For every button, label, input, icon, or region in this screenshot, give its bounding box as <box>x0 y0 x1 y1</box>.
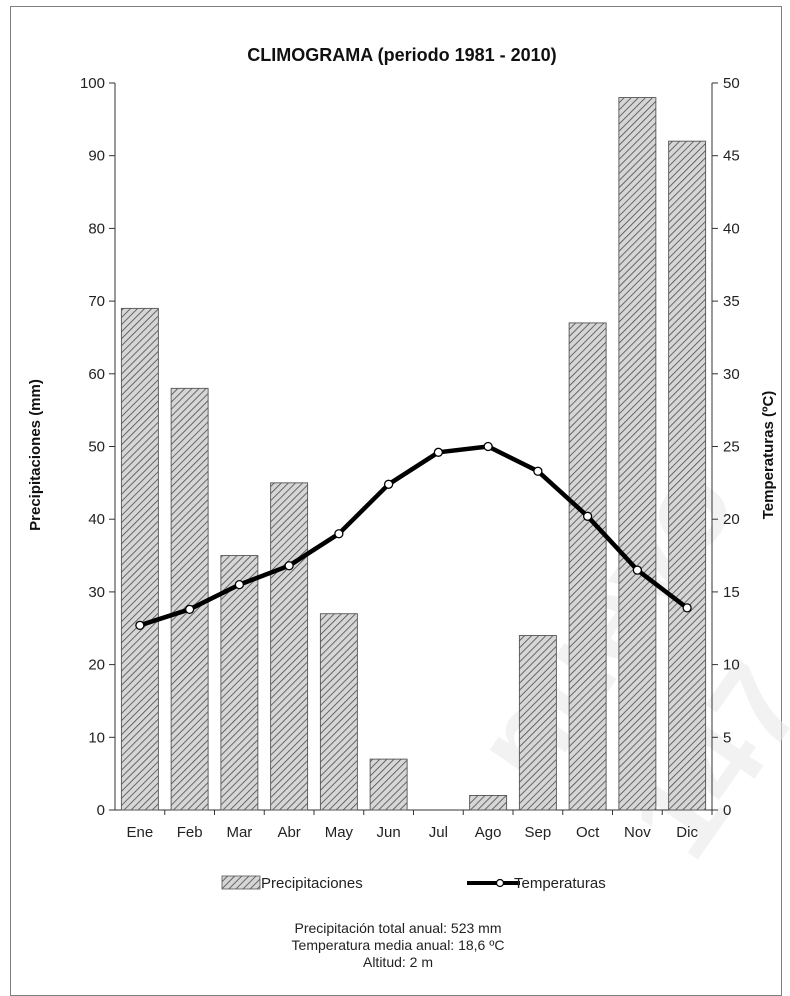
y-left-tick-label: 50 <box>88 439 105 456</box>
bar-precipitaciones-may <box>319 613 358 811</box>
x-tick-label: Ago <box>475 824 502 841</box>
x-tick-label: May <box>325 824 354 841</box>
stats-block: Precipitación total anual: 523 mm Temper… <box>292 920 505 970</box>
bar-precipitaciones-jun <box>369 758 408 811</box>
y-left-tick-label: 80 <box>88 220 105 237</box>
plot-area: 0 10 20 30 40 50 60 70 80 90 100 0 5 10 15 20 25 30 35 40 45… <box>80 75 740 841</box>
x-tick-label: Ene <box>127 824 154 841</box>
y-right-tick-label: 10 <box>723 657 740 674</box>
bar-precipitaciones-abr <box>270 482 309 811</box>
bar-precipitaciones-oct <box>568 322 607 811</box>
point-temperatura-dic <box>682 603 692 613</box>
y-right-tick-label: 20 <box>723 511 740 528</box>
bar-precipitaciones-nov <box>618 97 657 811</box>
y-axis-left-title: Precipitaciones (mm) <box>27 379 44 531</box>
legend-label-temperaturas: Temperaturas <box>514 875 606 892</box>
y-right-tick-label: 45 <box>723 148 740 165</box>
x-tick-label: Mar <box>226 824 252 841</box>
y-right-tick-label: 25 <box>723 439 740 456</box>
bar-precipitaciones-ago <box>469 795 508 811</box>
legend-marker-temperaturas <box>495 878 505 888</box>
y-right-tick-label: 0 <box>723 802 731 819</box>
legend-label-precipitaciones: Precipitaciones <box>261 875 363 892</box>
stat-altitud: Altitud: 2 m <box>363 954 433 970</box>
y-left-tick-label: 60 <box>88 366 105 383</box>
point-temperatura-feb <box>184 604 195 614</box>
x-tick-label: Jul <box>429 824 448 841</box>
bar-precipitaciones-ene <box>120 307 159 811</box>
legend-swatch-precipitaciones <box>221 875 261 890</box>
y-left-tick-label: 90 <box>88 148 105 165</box>
x-tick-label: Nov <box>624 824 651 841</box>
bar-precipitaciones-mar <box>220 555 259 811</box>
point-temperatura-jun <box>383 479 394 489</box>
y-right-tick-label: 5 <box>723 729 731 746</box>
y-left-tick-label: 10 <box>88 729 105 746</box>
y-left-tick-label: 30 <box>88 584 105 601</box>
x-tick-label: Sep <box>525 824 552 841</box>
bar-precipitaciones-sep <box>518 635 557 811</box>
line-temperaturas <box>139 444 689 628</box>
y-left-tick-label: 0 <box>97 802 105 819</box>
bar-precipitaciones-feb <box>170 387 209 811</box>
legend: Precipitaciones Temperaturas <box>221 875 606 892</box>
chart-title: CLIMOGRAMA (periodo 1981 - 2010) <box>247 45 556 65</box>
y-left-tick-label: 40 <box>88 511 105 528</box>
point-temperatura-may <box>334 529 344 539</box>
point-temperatura-ago <box>483 441 493 452</box>
x-tick-label: Abr <box>277 824 300 841</box>
stat-temperatura-media: Temperatura media anual: 18,6 ºC <box>292 937 505 953</box>
y-right-tick-label: 30 <box>723 366 740 383</box>
stat-precipitacion-total: Precipitación total anual: 523 mm <box>295 920 502 936</box>
x-tick-label: Jun <box>377 824 401 841</box>
point-temperatura-sep <box>533 466 543 476</box>
y-left-tick-label: 100 <box>80 75 105 92</box>
bar-precipitaciones-dic <box>668 140 707 811</box>
x-tick-label: Feb <box>177 824 203 841</box>
point-temperatura-oct <box>582 511 593 521</box>
point-temperatura-nov <box>632 565 643 575</box>
y-right-tick-label: 35 <box>723 293 740 310</box>
point-temperatura-mar <box>234 579 245 590</box>
y-right-tick-label: 15 <box>723 584 740 601</box>
y-axis-right-title: Temperaturas (ºC) <box>760 391 777 520</box>
y-right-tick-label: 40 <box>723 220 740 237</box>
y-left-tick-label: 70 <box>88 293 105 310</box>
x-tick-label: Dic <box>676 824 698 841</box>
y-right-tick-label: 50 <box>723 75 740 92</box>
point-temperatura-abr <box>284 561 294 571</box>
point-temperatura-ene <box>135 620 145 630</box>
point-temperatura-jul <box>433 447 444 457</box>
y-left-tick-label: 20 <box>88 657 105 674</box>
x-tick-label: Oct <box>576 824 600 841</box>
